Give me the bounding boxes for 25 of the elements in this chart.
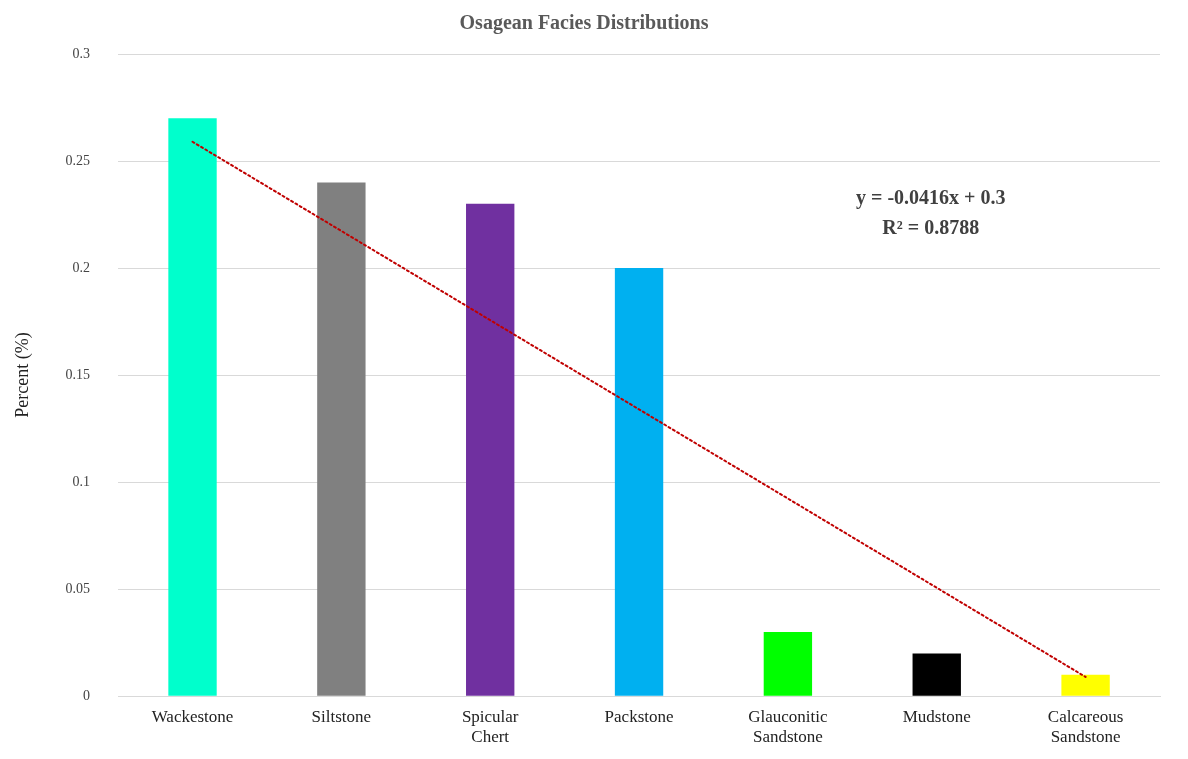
bar	[466, 203, 515, 696]
y-tick-label: 0.3	[72, 45, 91, 61]
annotation: y = -0.0416x + 0.3	[856, 186, 1006, 209]
bar	[1061, 674, 1110, 696]
x-tick-label: Spicular Chert	[461, 706, 519, 747]
bar	[912, 653, 961, 696]
bar	[317, 182, 366, 696]
y-tick-label: 0	[83, 687, 91, 703]
y-tick-label: 0.1	[72, 473, 91, 489]
y-tick-label: 0.05	[65, 580, 91, 596]
y-tick-label: 0.25	[65, 152, 91, 168]
x-tick-label: Mudstone	[902, 706, 971, 726]
chart-title: Osagean Facies Distributions	[459, 11, 709, 35]
x-tick-label: Siltstone	[311, 706, 372, 726]
x-tick-label: Glauconitic Sandstone	[748, 706, 828, 747]
annotation: R² = 0.8788	[882, 216, 980, 238]
bar	[614, 268, 664, 696]
x-tick-label: Packstone	[604, 706, 674, 726]
x-tick-label: Wackestone	[151, 706, 234, 726]
x-tick-label: Calcareous Sandstone	[1047, 706, 1124, 747]
bar	[168, 118, 217, 696]
y-axis-title: Percent (%)	[11, 332, 33, 418]
y-tick-label: 0.2	[72, 259, 91, 275]
bar	[763, 631, 813, 696]
y-tick-label: 0.15	[65, 366, 91, 382]
